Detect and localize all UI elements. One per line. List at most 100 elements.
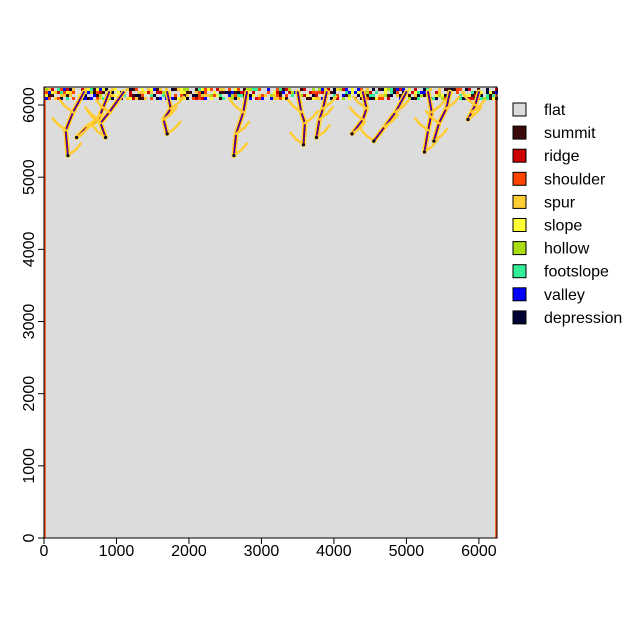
edge-cell xyxy=(201,88,204,91)
edge-cell xyxy=(90,88,93,91)
edge-cell xyxy=(228,88,231,91)
edge-cell xyxy=(210,88,213,91)
edge-cell xyxy=(477,88,480,91)
edge-cell xyxy=(438,91,441,94)
edge-cell xyxy=(414,94,417,97)
edge-cell xyxy=(480,94,483,97)
edge-cell xyxy=(285,88,288,91)
edge-cell xyxy=(372,97,375,100)
edge-cell xyxy=(276,97,279,100)
edge-cell xyxy=(57,91,60,94)
edge-cell xyxy=(72,88,75,91)
edge-cell xyxy=(270,94,273,97)
edge-cell xyxy=(240,94,243,97)
edge-cell xyxy=(249,88,252,91)
legend-swatch-summit xyxy=(512,125,527,140)
edge-cell xyxy=(234,91,237,94)
edge-cell xyxy=(366,88,369,91)
edge-cell xyxy=(237,97,240,100)
channel-branch xyxy=(287,99,303,114)
edge-cell xyxy=(348,97,351,100)
edge-cell xyxy=(414,88,417,91)
drainage-channels xyxy=(51,89,486,159)
legend-swatch-flat xyxy=(512,102,527,117)
edge-cell xyxy=(66,97,69,100)
edge-cell xyxy=(273,91,276,94)
edge-cell xyxy=(162,94,165,97)
edge-cell xyxy=(69,91,72,94)
edge-cell xyxy=(237,88,240,91)
edge-cell xyxy=(162,91,165,94)
edge-cell xyxy=(51,94,54,97)
channel-branch xyxy=(51,117,67,132)
edge-cell xyxy=(357,88,360,91)
edge-cell xyxy=(60,97,63,100)
legend-label-hollow: hollow xyxy=(544,241,590,258)
edge-cell xyxy=(384,94,387,97)
edge-cell xyxy=(111,97,114,100)
edge-cell xyxy=(444,88,447,91)
edge-cell xyxy=(258,94,261,97)
edge-cell xyxy=(132,88,135,91)
edge-cell xyxy=(492,94,495,97)
edge-cell xyxy=(201,94,204,97)
edge-cell xyxy=(216,88,219,91)
channel-tip xyxy=(165,132,169,136)
edge-cell xyxy=(132,97,135,100)
edge-cell xyxy=(129,91,132,94)
edge-cell xyxy=(462,91,465,94)
channel-branch xyxy=(234,120,251,136)
edge-cell xyxy=(150,88,153,91)
edge-cell xyxy=(66,88,69,91)
edge-cell xyxy=(102,88,105,91)
edge-cell xyxy=(255,97,258,100)
edge-cell xyxy=(489,91,492,94)
edge-cell xyxy=(333,88,336,91)
edge-cell xyxy=(276,91,279,94)
edge-cell xyxy=(279,97,282,100)
legend-label-summit: summit xyxy=(544,125,596,142)
edge-cell xyxy=(93,94,96,97)
edge-cell xyxy=(156,88,159,91)
edge-cell xyxy=(231,97,234,100)
edge-cell xyxy=(69,88,72,91)
edge-cell xyxy=(222,88,225,91)
plot-background xyxy=(44,87,497,538)
edge-cell xyxy=(381,88,384,91)
edge-cell xyxy=(315,97,318,100)
edge-cell xyxy=(45,94,48,97)
edge-cell xyxy=(417,94,420,97)
edge-cell xyxy=(459,88,462,91)
edge-cell xyxy=(417,91,420,94)
edge-cell xyxy=(72,97,75,100)
edge-cell xyxy=(471,91,474,94)
edge-cell xyxy=(153,88,156,91)
edge-cell xyxy=(393,88,396,91)
edge-cell xyxy=(126,97,129,100)
edge-cell xyxy=(66,91,69,94)
channel-branch xyxy=(394,99,410,114)
channel-branch xyxy=(91,124,107,139)
edge-cell xyxy=(141,97,144,100)
edge-cell xyxy=(72,91,75,94)
edge-cell xyxy=(441,94,444,97)
channel-branch xyxy=(348,106,365,121)
edge-cell xyxy=(300,94,303,97)
edge-cell xyxy=(153,94,156,97)
edge-cell xyxy=(351,88,354,91)
edge-cell xyxy=(138,94,141,97)
edge-cell xyxy=(279,94,282,97)
y-tick-label: 6000 xyxy=(21,87,38,123)
channel-branch xyxy=(318,106,334,121)
x-axis: 0 1000 2000 3000 4000 5000 6000 xyxy=(40,538,497,560)
edge-cell xyxy=(426,88,429,91)
channel-tip xyxy=(301,143,306,147)
edge-cell xyxy=(102,91,105,94)
channel-branch xyxy=(352,95,368,110)
legend-swatch-depression xyxy=(512,310,527,325)
edge-cell xyxy=(348,94,351,97)
channel-10-layer xyxy=(433,91,451,142)
edge-cell xyxy=(309,97,312,100)
edge-cell xyxy=(417,97,420,100)
